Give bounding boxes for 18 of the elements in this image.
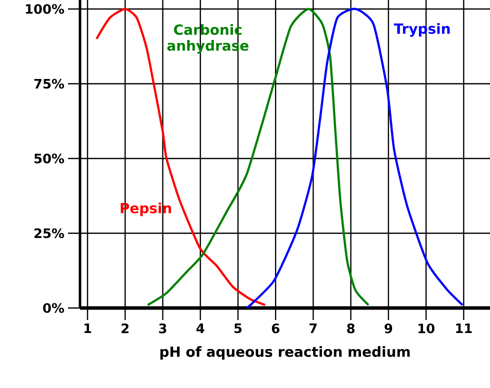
x-tick-label: 2 [122, 324, 129, 334]
x-tick-label: 11 [456, 324, 472, 333]
x-tick-label: 5 [234, 324, 242, 334]
x-tick-label: 6 [272, 324, 280, 334]
x-axis-title: pH of aqueous reaction medium [160, 346, 410, 360]
x-tick-label: 8 [347, 324, 355, 334]
y-tick-label: 0% [43, 303, 64, 313]
x-tick-label: 7 [310, 324, 317, 333]
x-tick-label: 1 [84, 324, 92, 333]
y-tick-label: 75% [34, 78, 64, 89]
y-tick-label: 25% [34, 228, 64, 238]
x-tick-label: 4 [196, 324, 204, 333]
x-tick-label: 3 [159, 324, 166, 334]
y-tick-label: 100% [26, 4, 64, 14]
y-tick-label: 50% [34, 154, 64, 164]
x-tick-label: 9 [384, 324, 392, 334]
x-tick-label: 10 [418, 324, 434, 334]
line-series [95, 8, 266, 306]
